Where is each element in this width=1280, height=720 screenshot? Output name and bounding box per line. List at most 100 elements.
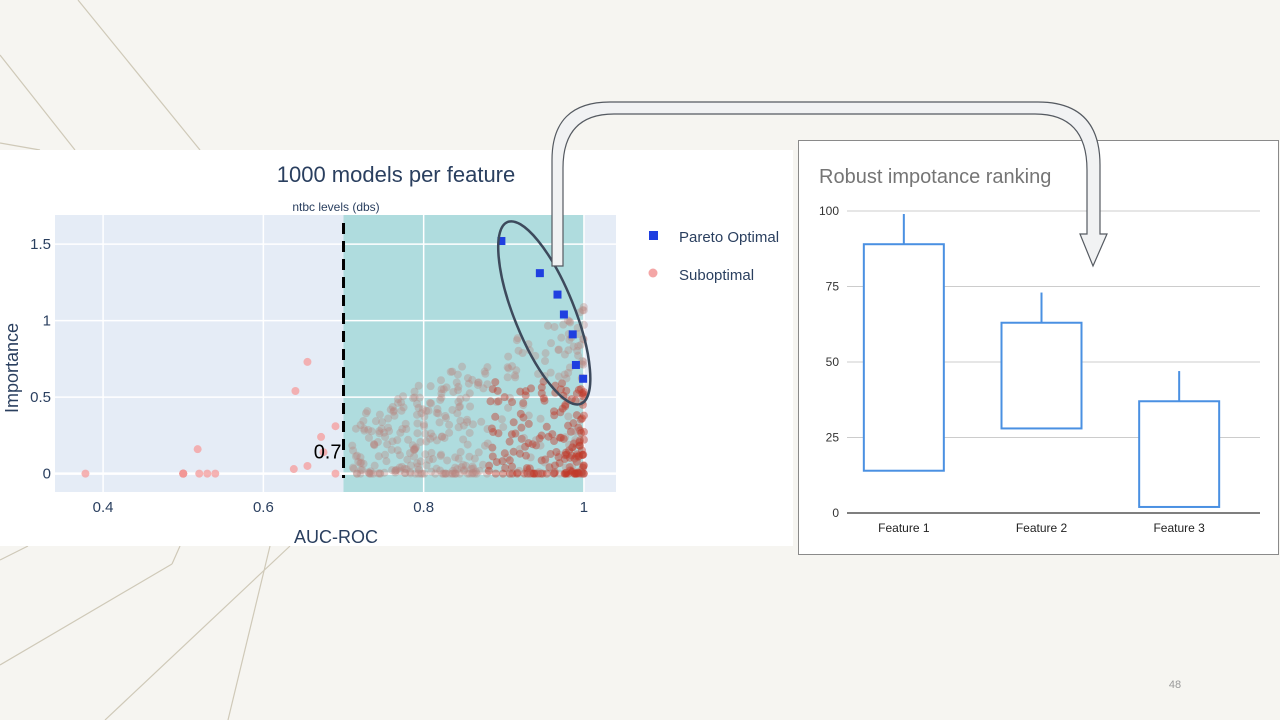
suboptimal-point — [505, 469, 514, 478]
suboptimal-point — [544, 432, 553, 441]
suboptimal-point — [577, 468, 586, 477]
suboptimal-point — [508, 469, 517, 478]
suboptimal-point — [573, 346, 582, 355]
suboptimal-point — [511, 429, 520, 438]
suboptimal-point — [361, 409, 370, 418]
pareto-point — [571, 360, 580, 369]
suboptimal-point — [464, 379, 473, 388]
suboptimal-point — [503, 453, 512, 462]
suboptimal-point — [541, 455, 550, 464]
suboptimal-point — [353, 469, 362, 478]
suboptimal-point — [384, 414, 393, 423]
y-tick-label: 0.5 — [30, 389, 51, 406]
suboptimal-point — [380, 428, 389, 437]
suboptimal-point — [442, 469, 451, 478]
suboptimal-point — [360, 424, 369, 433]
box-rect — [1000, 321, 1083, 430]
suboptimal-point — [456, 448, 465, 457]
suboptimal-point — [203, 469, 212, 478]
suboptimal-point — [349, 446, 358, 455]
suboptimal-point — [534, 469, 543, 478]
suboptimal-point — [459, 467, 468, 476]
suboptimal-point — [356, 469, 365, 478]
suboptimal-point — [445, 428, 454, 437]
suboptimal-point — [406, 461, 415, 470]
suboptimal-point — [561, 402, 570, 411]
box-y-tick-label: 75 — [826, 280, 840, 294]
suboptimal-point — [369, 469, 378, 478]
suboptimal-point — [554, 372, 563, 381]
suboptimal-point — [441, 411, 450, 420]
legend-marker-pareto — [649, 231, 658, 240]
suboptimal-point — [568, 443, 577, 452]
suboptimal-point — [432, 408, 441, 417]
suboptimal-point — [549, 469, 558, 478]
suboptimal-point — [411, 469, 420, 478]
suboptimal-point — [420, 422, 429, 431]
suboptimal-point — [500, 449, 509, 458]
suboptimal-point — [488, 452, 497, 461]
suboptimal-point — [546, 368, 555, 377]
suboptimal-point — [523, 469, 532, 478]
suboptimal-point — [451, 469, 460, 478]
suboptimal-point — [564, 421, 573, 430]
suboptimal-point — [445, 469, 454, 478]
threshold-shaded-region — [343, 215, 584, 492]
suboptimal-point — [576, 426, 585, 435]
suboptimal-point — [561, 400, 570, 409]
suboptimal-point — [410, 387, 419, 396]
suboptimal-point — [195, 469, 204, 478]
suboptimal-point — [351, 452, 360, 461]
box-chart: Robust impotance ranking 0 25 50 75 100 Featu… — [819, 166, 1260, 535]
suboptimal-point — [380, 468, 389, 477]
suboptimal-point — [530, 469, 539, 478]
suboptimal-point — [422, 461, 431, 470]
suboptimal-point — [537, 383, 546, 392]
deco-line — [104, 545, 291, 720]
suboptimal-point — [459, 421, 468, 430]
suboptimal-point — [521, 442, 530, 451]
suboptimal-point — [416, 437, 425, 446]
suboptimal-point — [448, 405, 457, 414]
suboptimal-point — [374, 452, 383, 461]
suboptimal-point — [511, 373, 520, 382]
suboptimal-point — [528, 440, 537, 449]
suboptimal-point — [562, 469, 571, 478]
suboptimal-point — [393, 398, 402, 407]
suboptimal-point — [498, 457, 507, 466]
suboptimal-point — [513, 468, 522, 477]
suboptimal-point — [480, 367, 489, 376]
suboptimal-point — [363, 407, 372, 416]
suboptimal-point — [415, 393, 424, 402]
suboptimal-point — [578, 450, 587, 459]
suboptimal-point — [565, 440, 574, 449]
deco-line — [0, 142, 41, 151]
suboptimal-point — [371, 417, 380, 426]
suboptimal-point — [572, 389, 581, 398]
suboptimal-point — [492, 397, 501, 406]
suboptimal-point — [411, 444, 420, 453]
suboptimal-point — [454, 454, 463, 463]
suboptimal-point — [454, 423, 463, 432]
deco-line — [77, 0, 201, 151]
suboptimal-point — [375, 410, 384, 419]
suboptimal-point — [427, 448, 436, 457]
suboptimal-point — [456, 402, 465, 411]
suboptimal-point — [509, 418, 518, 427]
suboptimal-point — [348, 463, 357, 472]
suboptimal-point — [537, 389, 546, 398]
suboptimal-point — [579, 427, 588, 436]
suboptimal-point — [428, 432, 437, 441]
suboptimal-point — [377, 424, 386, 433]
deco-line — [0, 54, 76, 151]
suboptimal-point — [487, 424, 496, 433]
suboptimal-point — [356, 465, 365, 474]
suboptimal-point — [354, 457, 363, 466]
suboptimal-point — [526, 469, 535, 478]
suboptimal-point — [575, 441, 584, 450]
suboptimal-point — [561, 451, 570, 460]
suboptimal-point — [521, 391, 530, 400]
deco-line — [227, 545, 271, 720]
suboptimal-point — [548, 430, 557, 439]
suboptimal-point — [445, 420, 454, 429]
